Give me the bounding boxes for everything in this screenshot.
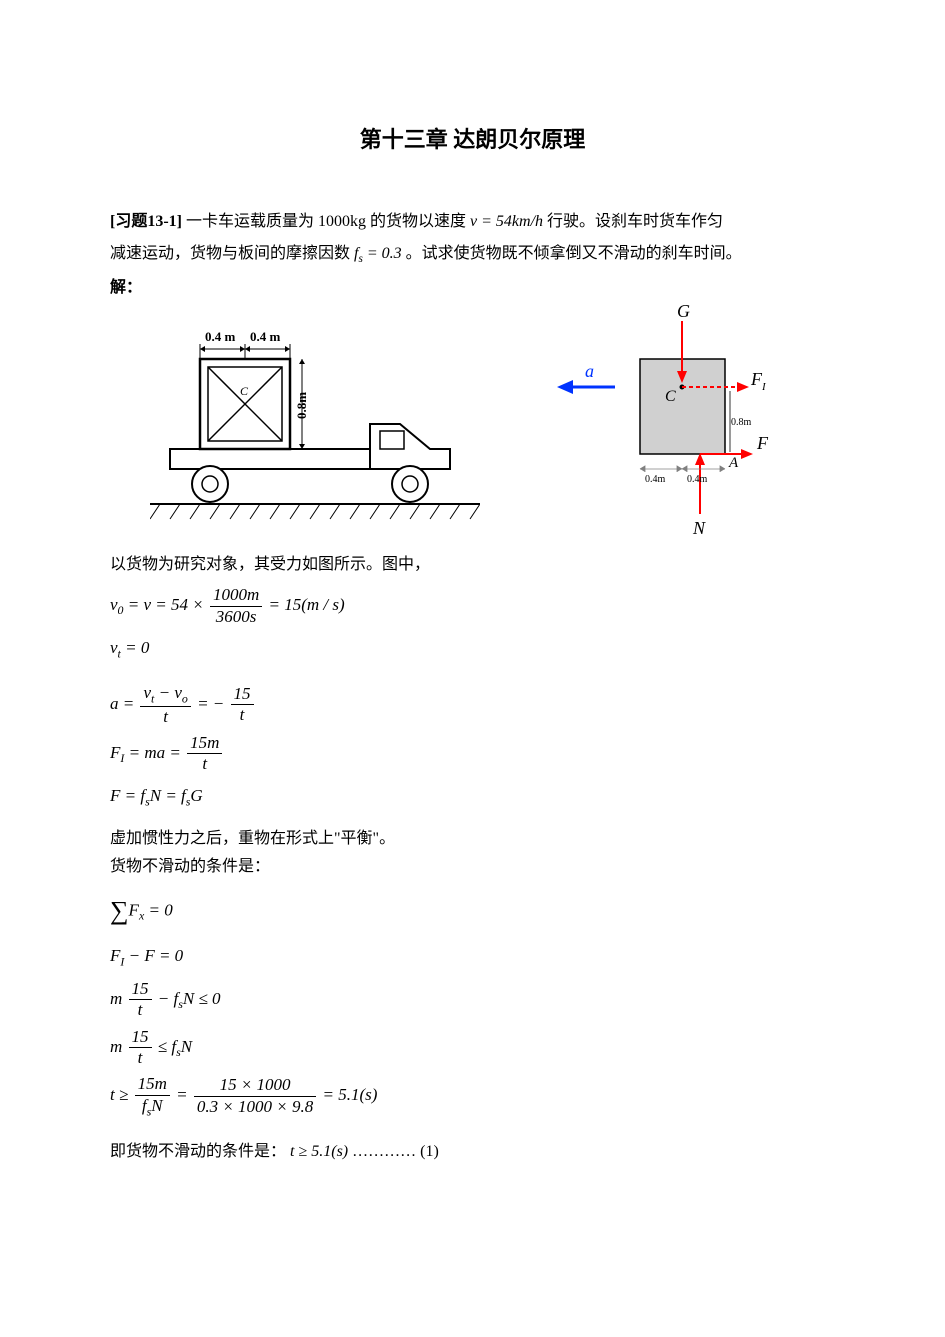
eq-v0-lhs: v: [110, 595, 118, 614]
eq-m15b-den: t: [129, 1048, 152, 1068]
fbd-FI: FI: [750, 369, 767, 393]
figures-row: C 0.4 m 0.4 m 0.8m: [110, 319, 835, 539]
eq-m15b-rhs: N: [181, 1036, 192, 1055]
eq-sum: ∑Fx = 0: [110, 888, 835, 935]
truck-dim-top-left: 0.4 m: [205, 329, 236, 344]
eq-f-lhs: F = f: [110, 786, 145, 805]
eq-t-num2: 15 × 1000: [194, 1075, 316, 1096]
eq-t-rhs: = 5.1(s): [323, 1085, 378, 1104]
conclusion-eq: t ≥ 5.1(s): [290, 1143, 348, 1160]
eq-v0-num: 1000m: [210, 585, 262, 606]
problem-text-1b: 行驶。设刹车时货车作匀: [543, 213, 723, 230]
eq-v0-rhs: = 15(m / s): [269, 595, 345, 614]
eq-fi: FI = ma = 15mt: [110, 733, 835, 775]
eq-a-num-vo-sub: o: [182, 691, 188, 705]
eq-fif-rhs: − F = 0: [124, 946, 183, 965]
eq-a-den2: t: [231, 705, 254, 725]
fbd-N: N: [692, 518, 706, 538]
eq-fif: FI − F = 0: [110, 941, 835, 973]
eq-v0: v0 = v = 54 × 1000m3600s = 15(m / s): [110, 585, 835, 627]
problem-text-1: 一卡车运载质量为 1000kg 的货物以速度: [182, 213, 470, 230]
chapter-title: 第十三章 达朗贝尔原理: [110, 120, 835, 160]
eq-m15b-num: 15: [129, 1027, 152, 1048]
svg-text:C: C: [240, 384, 249, 398]
eq-m15a-num: 15: [129, 979, 152, 1000]
solution-label-text: 解：: [110, 279, 142, 296]
conclusion-text: 即货物不滑动的条件是：: [110, 1143, 286, 1160]
noslip-line: 货物不滑动的条件是：: [110, 853, 835, 882]
eq-m15a-m: m: [110, 989, 122, 1008]
eq-f-mid: N = f: [150, 786, 186, 805]
eq-fi-den: t: [187, 754, 222, 774]
problem-text-2b: 。试求使货物既不倾拿倒又不滑动的刹车时间。: [402, 245, 742, 262]
fbd-08m: 0.8m: [731, 417, 752, 428]
eq-t-num1: 15m: [135, 1074, 170, 1095]
problem-statement-line1: [习题13-1] 一卡车运载质量为 1000kg 的货物以速度 v = 54km…: [110, 208, 835, 237]
eq-m15a: m 15t − fsN ≤ 0: [110, 979, 835, 1021]
fbd-a: a: [585, 361, 594, 381]
eq-sum-sigma: ∑: [110, 888, 129, 935]
eq-a-lhs: a =: [110, 694, 134, 713]
fbd-A: A: [728, 455, 739, 471]
eq-m15a-mid: − f: [158, 989, 178, 1008]
eq-fi-lhs: F: [110, 743, 120, 762]
conclusion-num: (1): [420, 1143, 439, 1160]
eq-t-eq1: =: [176, 1085, 187, 1104]
eq-t-lhs: t ≥: [110, 1085, 128, 1104]
fbd-04a: 0.4m: [645, 474, 666, 485]
eq-sum-eq: = 0: [144, 900, 172, 919]
fbd-F: F: [756, 433, 769, 453]
eq-f: F = fsN = fsG: [110, 781, 835, 813]
fbd-G: G: [677, 301, 690, 321]
eq-a-num2: 15: [231, 684, 254, 705]
problem-statement-line2: 减速运动，货物与板间的摩擦因数 fs = 0.3 。试求使货物既不倾拿倒又不滑动…: [110, 240, 835, 269]
eq-m15a-rhs: N ≤ 0: [183, 989, 221, 1008]
eq-vt-lhs: v: [110, 638, 118, 657]
eq-a-num-mid: − v: [154, 683, 182, 702]
fbd-04b: 0.4m: [687, 474, 708, 485]
eq-sum-f: F: [129, 900, 139, 919]
truck-dim-side: 0.8m: [294, 391, 309, 418]
eq-m15a-den: t: [129, 1000, 152, 1020]
eq-f-rhs: G: [190, 786, 202, 805]
eq-t-den2: 0.3 × 1000 × 9.8: [194, 1097, 316, 1117]
conclusion-line: 即货物不滑动的条件是： t ≥ 5.1(s) ………… (1): [110, 1138, 835, 1167]
eq-vt-rhs: = 0: [121, 638, 149, 657]
fbd-C: C: [665, 388, 676, 405]
intro-line: 以货物为研究对象，其受力如图所示。图中，: [110, 551, 835, 580]
conclusion-dots: …………: [352, 1143, 416, 1160]
eq-a: a = vt − vo t = − 15t: [110, 683, 835, 727]
solution-label: 解：: [110, 274, 835, 303]
problem-label: [习题13-1]: [110, 213, 182, 230]
eq-a-num-vt: v: [143, 683, 151, 702]
problem-fs-eq: = 0.3: [363, 245, 402, 262]
eq-t: t ≥ 15mfsN = 15 × 10000.3 × 1000 × 9.8 =…: [110, 1074, 835, 1118]
problem-v-eq: v = 54km/h: [470, 213, 543, 230]
eq-fi-num: 15m: [187, 733, 222, 754]
eq-m15b-m: m: [110, 1036, 122, 1055]
eq-fif-lhs: F: [110, 946, 120, 965]
eq-v0-den: 3600s: [210, 607, 262, 627]
eq-vt: vt = 0: [110, 633, 835, 665]
truck-dim-top-right: 0.4 m: [250, 329, 281, 344]
balance-line: 虚加惯性力之后，重物在形式上"平衡"。: [110, 825, 835, 854]
eq-fi-mid: = ma =: [124, 743, 180, 762]
eq-m15b-mid: ≤ f: [158, 1036, 176, 1055]
free-body-diagram: G C FI a A F N: [545, 309, 795, 539]
eq-v0-mid: = v = 54 ×: [124, 595, 204, 614]
eq-t-den1-n: N: [151, 1096, 162, 1115]
eq-a-den1: t: [140, 707, 190, 727]
eq-m15b: m 15t ≤ fsN: [110, 1027, 835, 1069]
problem-text-2: 减速运动，货物与板间的摩擦因数: [110, 245, 354, 262]
truck-figure: C 0.4 m 0.4 m 0.8m: [150, 319, 480, 529]
eq-a-mid2: = −: [197, 694, 224, 713]
